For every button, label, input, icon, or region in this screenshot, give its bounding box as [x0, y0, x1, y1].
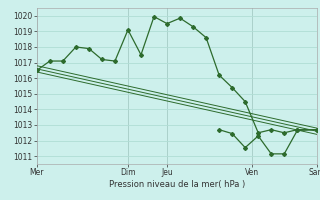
X-axis label: Pression niveau de la mer( hPa ): Pression niveau de la mer( hPa )	[109, 180, 245, 189]
